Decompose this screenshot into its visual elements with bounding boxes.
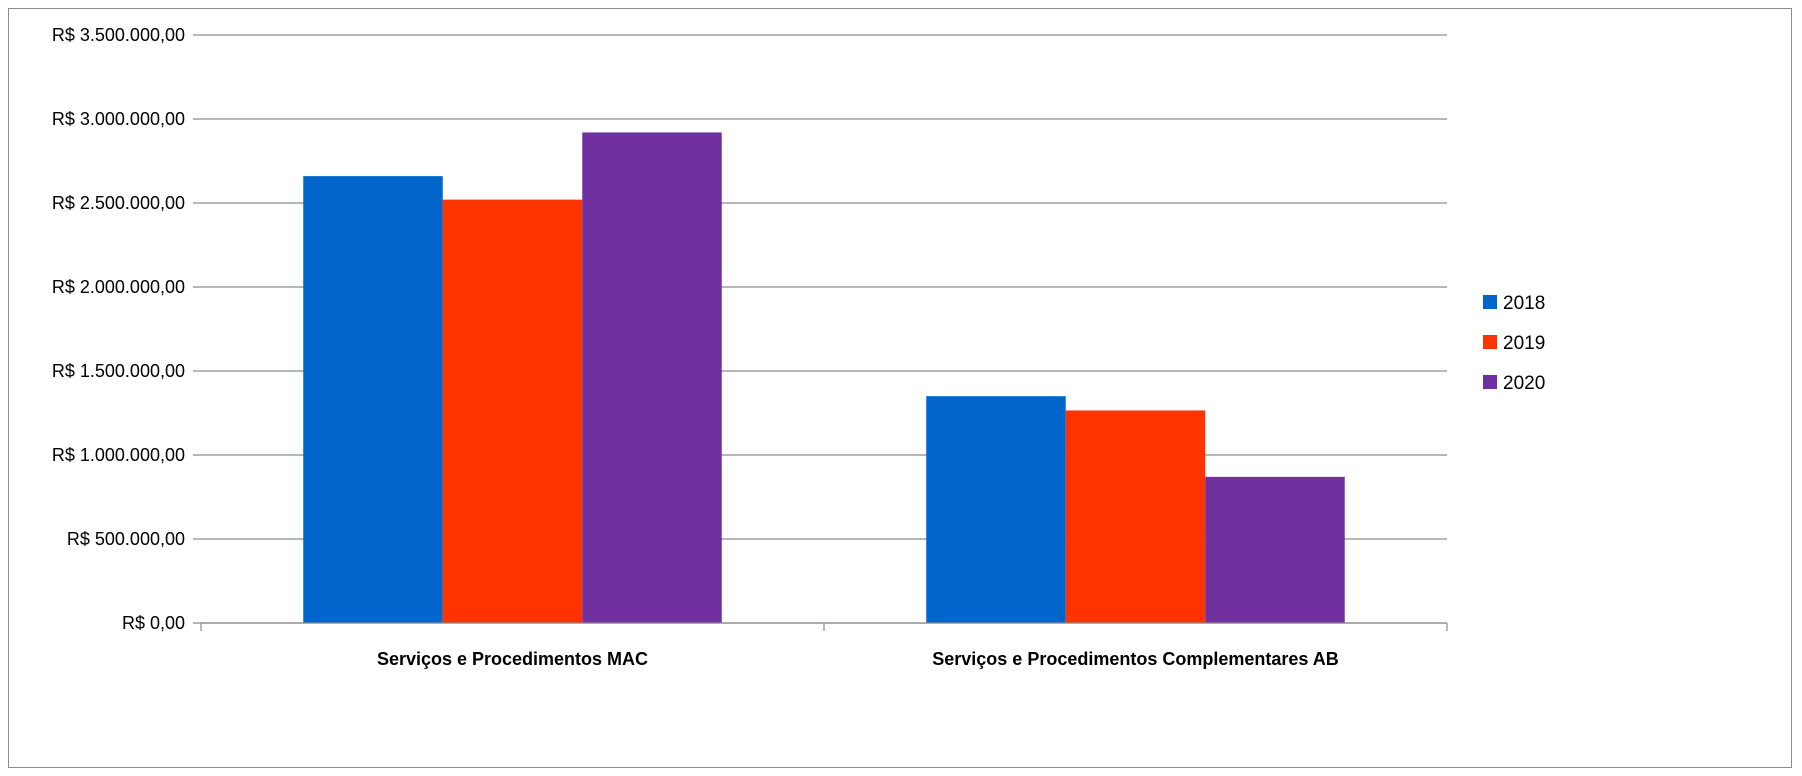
- y-tick-label: R$ 2.500.000,00: [52, 193, 185, 213]
- y-tick-label: R$ 0,00: [122, 613, 185, 633]
- legend-label: 2018: [1503, 293, 1545, 314]
- category-label: Serviços e Procedimentos MAC: [377, 649, 648, 669]
- legend: 2018 2019 2020: [1483, 293, 1545, 394]
- bar-2018-complementares-ab: [926, 396, 1066, 623]
- y-tick-label: R$ 1.500.000,00: [52, 361, 185, 381]
- chart-frame: R$ 0,00 R$ 500.000,00 R$ 1.000.000,00 R$ 1.…: [8, 8, 1792, 768]
- legend-label: 2019: [1503, 333, 1545, 354]
- bar-2020-complementares-ab: [1205, 476, 1345, 623]
- bar-2018-mac: [303, 176, 443, 623]
- legend-swatch: [1483, 295, 1497, 309]
- x-axis: [200, 622, 1448, 631]
- legend-swatch: [1483, 375, 1497, 389]
- bar-2019-mac: [442, 199, 583, 623]
- y-tick-label: R$ 3.500.000,00: [52, 25, 185, 45]
- y-tick-label: R$ 1.000.000,00: [52, 445, 185, 465]
- bar-2019-complementares-ab: [1065, 410, 1206, 623]
- y-tick-label: R$ 500.000,00: [67, 529, 185, 549]
- bar-2020-mac: [582, 132, 722, 623]
- bar-chart: R$ 0,00 R$ 500.000,00 R$ 1.000.000,00 R$ 1.…: [52, 25, 1545, 669]
- category-label: Serviços e Procedimentos Complementares …: [932, 649, 1338, 669]
- category-labels: Serviços e Procedimentos MAC Serviços e P…: [377, 649, 1339, 669]
- legend-swatch: [1483, 335, 1497, 349]
- y-axis-tick-labels: R$ 0,00 R$ 500.000,00 R$ 1.000.000,00 R$ 1.…: [52, 25, 185, 633]
- bars: [303, 132, 1345, 623]
- legend-label: 2020: [1503, 373, 1545, 394]
- y-tick-label: R$ 3.000.000,00: [52, 109, 185, 129]
- y-tick-label: R$ 2.000.000,00: [52, 277, 185, 297]
